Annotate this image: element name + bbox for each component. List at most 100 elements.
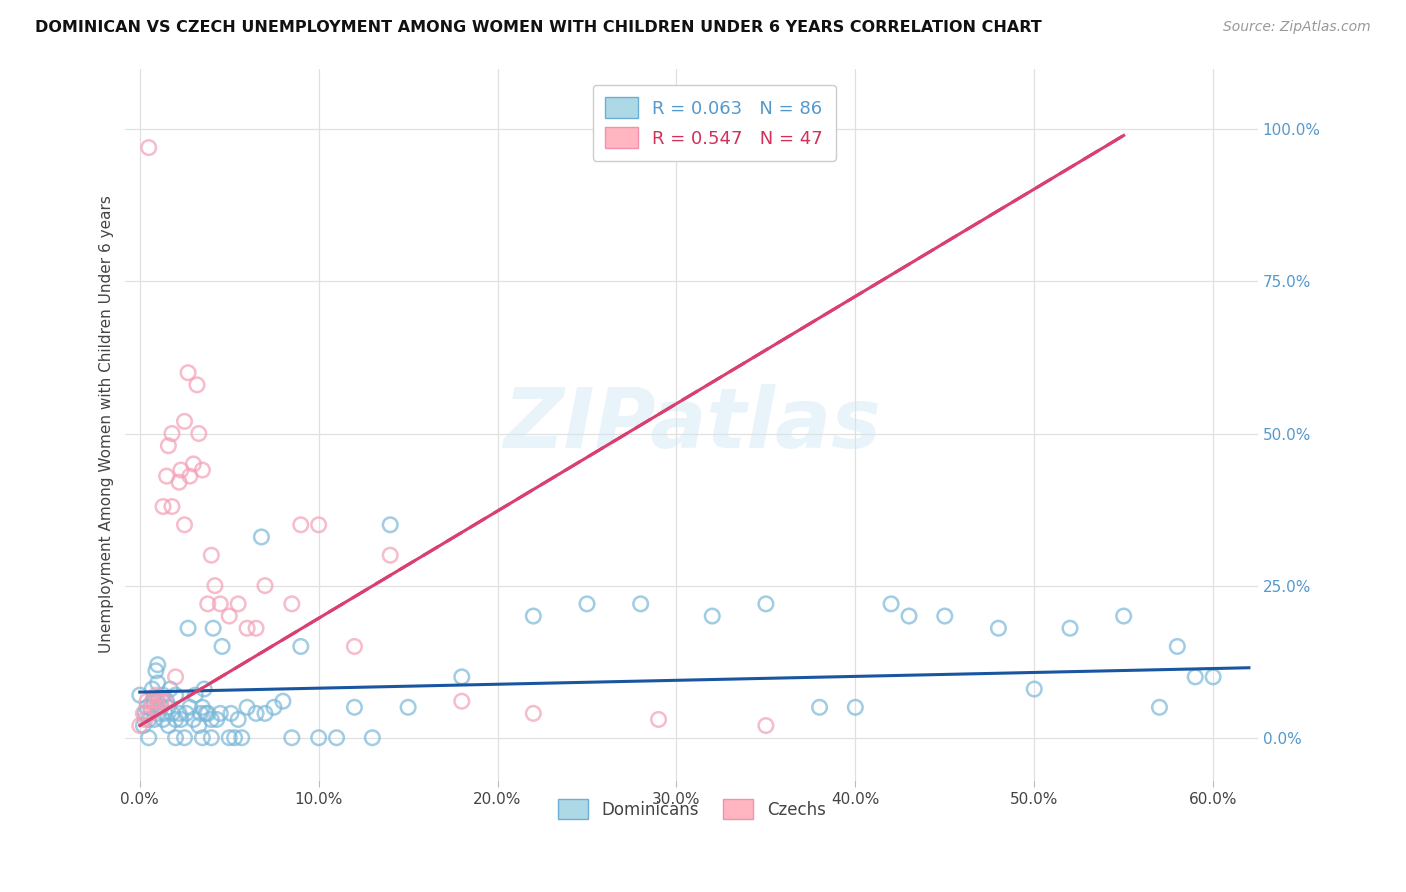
- Point: [167, 706, 190, 721]
- Point: [132, 706, 155, 721]
- Point: [160, 500, 183, 514]
- Point: [146, 694, 169, 708]
- Point: [191, 700, 214, 714]
- Point: [1149, 700, 1171, 714]
- Point: [209, 597, 232, 611]
- Point: [157, 439, 180, 453]
- Point: [128, 688, 150, 702]
- Point: [193, 681, 215, 696]
- Point: [200, 713, 222, 727]
- Point: [179, 469, 201, 483]
- Point: [209, 706, 232, 721]
- Point: [150, 700, 173, 714]
- Point: [380, 517, 402, 532]
- Point: [450, 670, 472, 684]
- Point: [755, 597, 778, 611]
- Point: [880, 597, 903, 611]
- Point: [167, 475, 190, 490]
- Point: [898, 609, 921, 624]
- Point: [179, 700, 201, 714]
- Point: [156, 469, 179, 483]
- Point: [191, 463, 214, 477]
- Point: [647, 713, 669, 727]
- Point: [160, 426, 183, 441]
- Point: [143, 694, 166, 708]
- Point: [231, 731, 253, 745]
- Point: [143, 700, 166, 714]
- Point: [450, 694, 472, 708]
- Point: [245, 621, 267, 635]
- Point: [138, 713, 160, 727]
- Y-axis label: Unemployment Among Women with Children Under 6 years: Unemployment Among Women with Children U…: [100, 195, 114, 653]
- Point: [630, 597, 652, 611]
- Point: [245, 706, 267, 721]
- Point: [281, 731, 304, 745]
- Point: [1024, 681, 1046, 696]
- Point: [219, 706, 242, 721]
- Point: [1184, 670, 1206, 684]
- Point: [132, 718, 155, 732]
- Point: [844, 700, 866, 714]
- Point: [934, 609, 956, 624]
- Point: [187, 426, 209, 441]
- Point: [134, 713, 156, 727]
- Point: [165, 713, 187, 727]
- Point: [153, 706, 176, 721]
- Point: [194, 706, 217, 721]
- Point: [987, 621, 1010, 635]
- Point: [1166, 640, 1188, 654]
- Point: [145, 688, 167, 702]
- Point: [173, 517, 195, 532]
- Text: ZIPatlas: ZIPatlas: [503, 384, 880, 465]
- Point: [177, 366, 200, 380]
- Point: [146, 694, 169, 708]
- Point: [197, 597, 219, 611]
- Point: [218, 609, 240, 624]
- Point: [1202, 670, 1225, 684]
- Point: [146, 657, 169, 672]
- Point: [157, 718, 180, 732]
- Point: [136, 694, 159, 708]
- Point: [226, 597, 249, 611]
- Point: [522, 706, 544, 721]
- Text: Source: ZipAtlas.com: Source: ZipAtlas.com: [1223, 20, 1371, 34]
- Text: DOMINICAN VS CZECH UNEMPLOYMENT AMONG WOMEN WITH CHILDREN UNDER 6 YEARS CORRELAT: DOMINICAN VS CZECH UNEMPLOYMENT AMONG WO…: [35, 20, 1042, 35]
- Point: [146, 676, 169, 690]
- Point: [200, 731, 222, 745]
- Point: [808, 700, 831, 714]
- Point: [157, 700, 180, 714]
- Point: [177, 621, 200, 635]
- Point: [174, 706, 197, 721]
- Point: [183, 713, 205, 727]
- Point: [361, 731, 384, 745]
- Point: [236, 700, 259, 714]
- Point: [190, 706, 212, 721]
- Point: [575, 597, 598, 611]
- Point: [325, 731, 347, 745]
- Point: [218, 731, 240, 745]
- Point: [396, 700, 419, 714]
- Point: [343, 640, 366, 654]
- Point: [308, 731, 330, 745]
- Point: [224, 731, 246, 745]
- Point: [187, 718, 209, 732]
- Point: [136, 700, 159, 714]
- Point: [173, 414, 195, 428]
- Point: [200, 548, 222, 562]
- Point: [1112, 609, 1135, 624]
- Point: [211, 640, 233, 654]
- Point: [204, 579, 226, 593]
- Point: [152, 500, 174, 514]
- Point: [281, 597, 304, 611]
- Point: [236, 621, 259, 635]
- Point: [253, 706, 276, 721]
- Point: [170, 463, 193, 477]
- Point: [165, 731, 187, 745]
- Point: [1059, 621, 1081, 635]
- Point: [152, 688, 174, 702]
- Point: [271, 694, 294, 708]
- Point: [138, 731, 160, 745]
- Point: [170, 713, 193, 727]
- Point: [141, 681, 163, 696]
- Point: [186, 377, 208, 392]
